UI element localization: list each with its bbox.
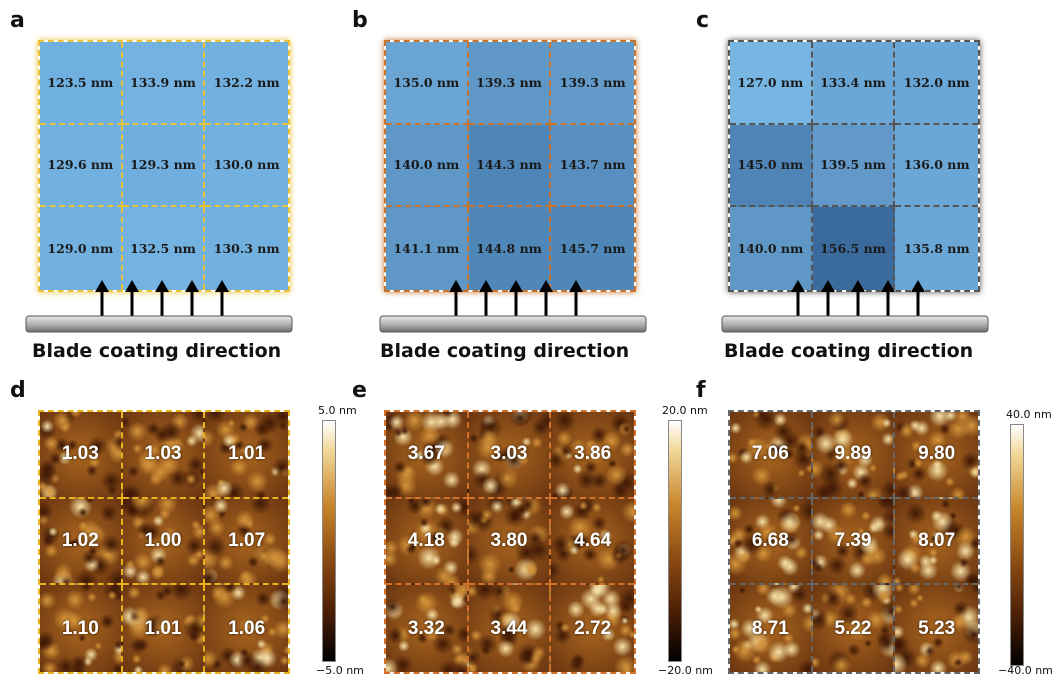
roughness-cell: 8.07	[895, 498, 978, 586]
roughness-cell: 3.44	[468, 585, 552, 672]
roughness-cell: 1.00	[122, 498, 206, 586]
caption-blade-coating-direction-a: Blade coating direction	[32, 340, 282, 362]
thickness-cell: 136.0 nm	[895, 124, 978, 208]
thickness-cell: 143.7 nm	[551, 124, 634, 208]
roughness-cell: 1.03	[40, 412, 123, 499]
roughness-cell: 2.72	[551, 585, 634, 672]
afm-map-e: 3.67 3.03 3.86 4.18 3.80 4.64 3.32 3.44 2.72	[384, 410, 636, 674]
thickness-cell: 130.0 nm	[205, 124, 288, 208]
colorbar-max-e: 20.0 nm	[662, 404, 708, 417]
roughness-cell: 6.68	[730, 498, 813, 586]
colorbar-min-f: −40.0 nm	[998, 664, 1053, 677]
roughness-cell: 1.06	[205, 585, 288, 672]
colorbar-min-d: −5.0 nm	[316, 664, 364, 677]
thickness-cell: 129.3 nm	[122, 124, 206, 208]
thickness-cell: 127.0 nm	[730, 42, 813, 125]
thickness-cell: 145.0 nm	[730, 124, 813, 208]
thickness-cell: 139.3 nm	[551, 42, 634, 125]
roughness-cell: 3.32	[386, 585, 469, 672]
colorbar-e	[668, 420, 682, 662]
roughness-cell: 4.64	[551, 498, 634, 586]
thickness-cell: 156.5 nm	[812, 207, 896, 290]
thickness-map-c: 127.0 nm 133.4 nm 132.0 nm 145.0 nm 139.5 nm…	[728, 40, 980, 292]
thickness-cell: 132.2 nm	[205, 42, 288, 125]
colorbar-f	[1010, 424, 1024, 666]
panel-label-b: b	[352, 8, 368, 33]
thickness-cell: 139.3 nm	[468, 42, 552, 125]
thickness-cell: 144.8 nm	[468, 207, 552, 290]
thickness-cell: 139.5 nm	[812, 124, 896, 208]
caption-blade-coating-direction-c: Blade coating direction	[724, 340, 974, 362]
roughness-cell: 9.80	[895, 412, 978, 499]
thickness-cell: 135.8 nm	[895, 207, 978, 290]
thickness-cell: 132.5 nm	[122, 207, 206, 290]
thickness-cell: 145.7 nm	[551, 207, 634, 290]
colorbar-max-f: 40.0 nm	[1006, 408, 1052, 421]
roughness-cell: 5.22	[812, 585, 896, 672]
thickness-cell: 135.0 nm	[386, 42, 469, 125]
thickness-map-b: 135.0 nm 139.3 nm 139.3 nm 140.0 nm 144.3 nm…	[384, 40, 636, 292]
roughness-cell: 1.07	[205, 498, 288, 586]
panel-label-f: f	[696, 378, 706, 403]
roughness-cell: 3.80	[468, 498, 552, 586]
thickness-map-a: 123.5 nm 133.9 nm 132.2 nm 129.6 nm 129.3 nm…	[38, 40, 290, 292]
blade-with-arrows-b	[379, 280, 647, 333]
panel-label-c: c	[696, 8, 710, 33]
thickness-cell: 133.4 nm	[812, 42, 896, 125]
roughness-cell: 5.23	[895, 585, 978, 672]
panel-label-d: d	[10, 378, 26, 403]
thickness-cell: 133.9 nm	[122, 42, 206, 125]
roughness-cell: 7.06	[730, 412, 813, 499]
roughness-cell: 4.18	[386, 498, 469, 586]
roughness-cell: 1.02	[40, 498, 123, 586]
roughness-cell: 1.01	[205, 412, 288, 499]
blade-with-arrows-c	[721, 280, 989, 333]
thickness-cell: 129.6 nm	[40, 124, 123, 208]
thickness-cell: 140.0 nm	[730, 207, 813, 290]
roughness-cell: 3.67	[386, 412, 469, 499]
colorbar-d	[322, 420, 336, 662]
roughness-cell: 1.03	[122, 412, 206, 499]
afm-map-d: 1.03 1.03 1.01 1.02 1.00 1.07 1.10 1.01 1.06	[38, 410, 290, 674]
colorbar-max-d: 5.0 nm	[318, 404, 357, 417]
roughness-cell: 3.86	[551, 412, 634, 499]
panel-label-e: e	[352, 378, 367, 403]
panel-label-a: a	[10, 8, 25, 33]
thickness-cell: 132.0 nm	[895, 42, 978, 125]
blade-with-arrows-a	[25, 280, 293, 333]
thickness-cell: 141.1 nm	[386, 207, 469, 290]
thickness-cell: 144.3 nm	[468, 124, 552, 208]
thickness-cell: 129.0 nm	[40, 207, 123, 290]
afm-map-f: 7.06 9.89 9.80 6.68 7.39 8.07 8.71 5.22 5.23	[728, 410, 980, 674]
roughness-cell: 7.39	[812, 498, 896, 586]
thickness-cell: 140.0 nm	[386, 124, 469, 208]
roughness-cell: 8.71	[730, 585, 813, 672]
roughness-cell: 3.03	[468, 412, 552, 499]
thickness-cell: 123.5 nm	[40, 42, 123, 125]
thickness-cell: 130.3 nm	[205, 207, 288, 290]
roughness-cell: 1.10	[40, 585, 123, 672]
caption-blade-coating-direction-b: Blade coating direction	[380, 340, 630, 362]
colorbar-min-e: −20.0 nm	[658, 664, 713, 677]
arrow-icon-group	[95, 280, 229, 318]
roughness-cell: 1.01	[122, 585, 206, 672]
roughness-cell: 9.89	[812, 412, 896, 499]
